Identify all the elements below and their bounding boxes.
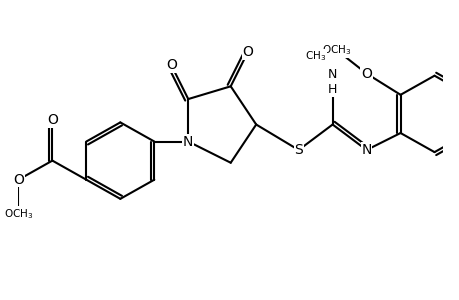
Text: O: O bbox=[47, 113, 58, 127]
Text: N
H: N H bbox=[327, 68, 336, 96]
Text: N: N bbox=[361, 143, 371, 157]
Text: O: O bbox=[13, 173, 24, 187]
Text: OCH$_3$: OCH$_3$ bbox=[321, 43, 351, 57]
Text: O: O bbox=[360, 67, 371, 81]
Text: CH$_3$: CH$_3$ bbox=[304, 50, 325, 64]
Text: S: S bbox=[294, 143, 302, 157]
Text: OCH$_3$: OCH$_3$ bbox=[4, 207, 33, 220]
Text: N: N bbox=[183, 134, 193, 148]
Text: O: O bbox=[242, 45, 252, 59]
Text: O: O bbox=[166, 58, 176, 72]
